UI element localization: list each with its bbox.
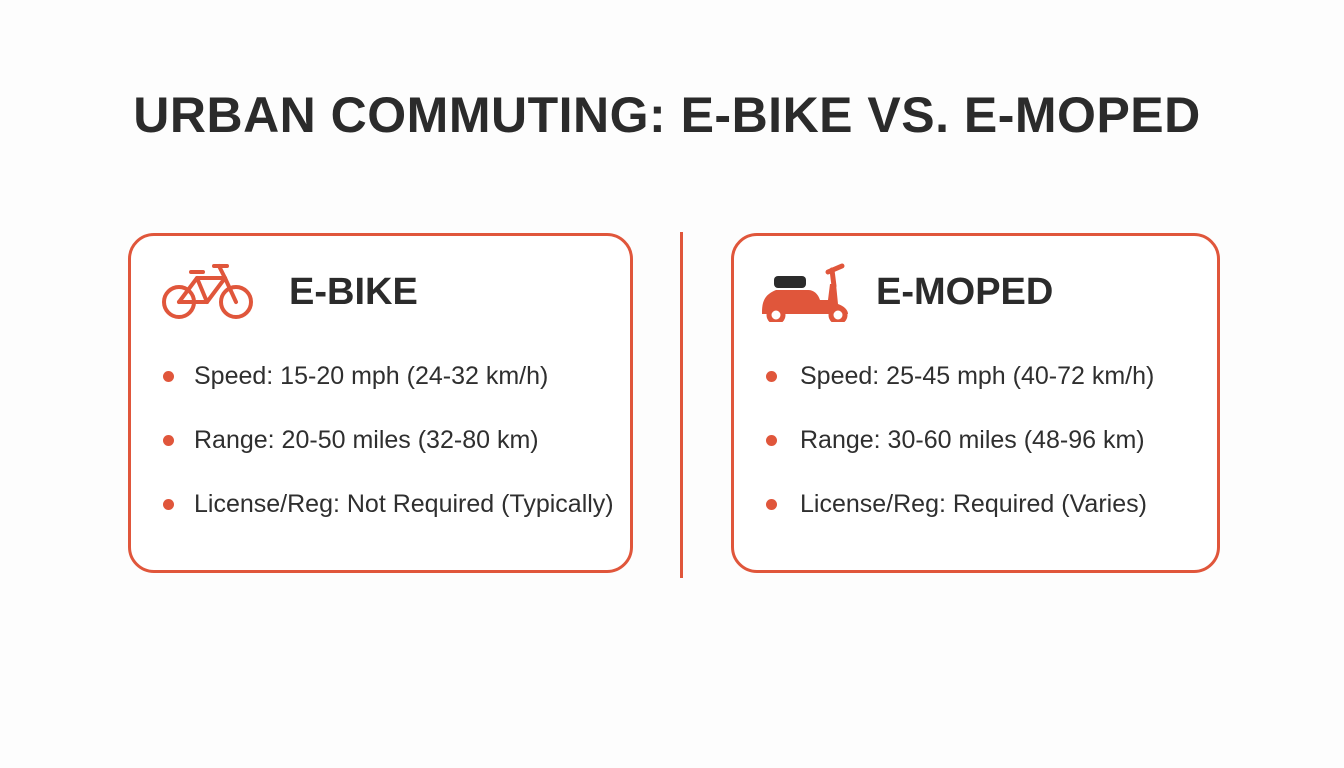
feature-text: Range: 30-60 miles (48-96 km) xyxy=(800,426,1145,454)
emoped-feature-list: Speed: 25-45 mph (40-72 km/h) Range: 30-… xyxy=(734,356,1217,548)
list-item: License/Reg: Not Required (Typically) xyxy=(131,484,630,548)
feature-text: License/Reg: Required (Varies) xyxy=(800,490,1147,518)
feature-text: Speed: 15-20 mph (24-32 km/h) xyxy=(194,362,549,390)
list-item: License/Reg: Required (Varies) xyxy=(734,484,1217,548)
list-item: Range: 20-50 miles (32-80 km) xyxy=(131,420,630,484)
emoped-card: E-MOPED Speed: 25-45 mph (40-72 km/h) Ra… xyxy=(731,233,1220,573)
emoped-title: E-MOPED xyxy=(876,271,1054,313)
list-item: Speed: 25-45 mph (40-72 km/h) xyxy=(734,356,1217,420)
list-item: Speed: 15-20 mph (24-32 km/h) xyxy=(131,356,630,420)
ebike-card: E-BIKE Speed: 15-20 mph (24-32 km/h) Ran… xyxy=(128,233,633,573)
bicycle-icon xyxy=(161,260,255,327)
feature-text: License/Reg: Not Required (Typically) xyxy=(194,490,614,518)
divider xyxy=(680,232,683,578)
ebike-feature-list: Speed: 15-20 mph (24-32 km/h) Range: 20-… xyxy=(131,356,630,548)
feature-text: Speed: 25-45 mph (40-72 km/h) xyxy=(800,362,1155,390)
page-title: URBAN COMMUTING: E-BIKE VS. E-MOPED xyxy=(133,87,1201,143)
bullet-icon xyxy=(766,499,777,510)
bullet-icon xyxy=(163,371,174,382)
moped-icon xyxy=(758,260,854,327)
bullet-icon xyxy=(163,435,174,446)
feature-text: Range: 20-50 miles (32-80 km) xyxy=(194,426,539,454)
bullet-icon xyxy=(766,435,777,446)
list-item: Range: 30-60 miles (48-96 km) xyxy=(734,420,1217,484)
bullet-icon xyxy=(163,499,174,510)
bullet-icon xyxy=(766,371,777,382)
ebike-title: E-BIKE xyxy=(289,271,418,313)
